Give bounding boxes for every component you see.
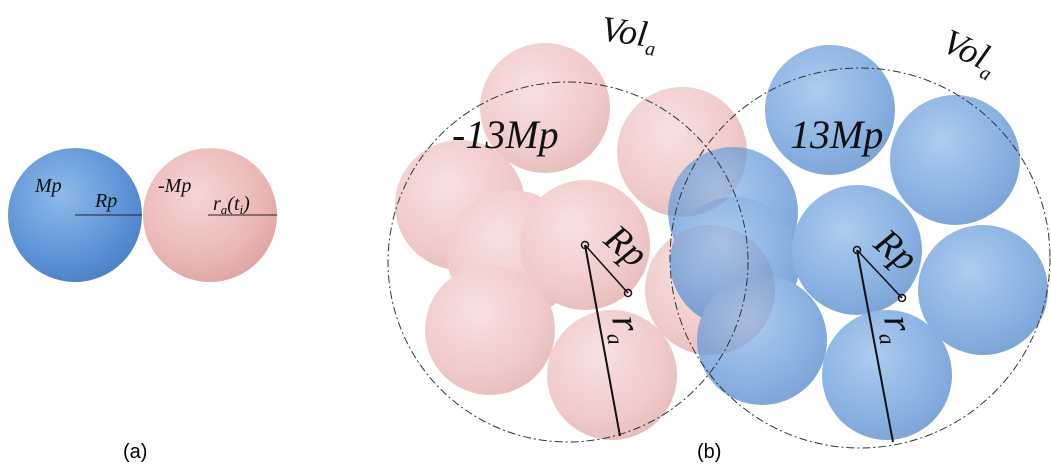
volume-boundary <box>387 81 749 443</box>
radius-line <box>856 249 903 299</box>
volume-label: Vola <box>598 8 660 60</box>
mass-label: -Mp <box>158 175 191 197</box>
mass-label: 13Mp <box>790 112 883 157</box>
end-dot <box>623 288 633 298</box>
close: ) <box>242 193 250 215</box>
caption: (b) <box>697 441 721 463</box>
radius-line <box>856 249 894 443</box>
sphere <box>425 265 555 395</box>
main: Vol <box>599 8 650 54</box>
main: r <box>213 193 221 215</box>
center-dot <box>852 245 862 255</box>
volume-label: Vola <box>935 21 1005 85</box>
sphere <box>765 45 895 175</box>
radius-line <box>584 244 629 294</box>
sphere <box>480 43 610 173</box>
radius-label: Rp <box>94 190 117 212</box>
sub: i <box>240 202 244 217</box>
radius-label: ra(ti) <box>213 193 250 217</box>
center-dot <box>580 240 590 250</box>
radius-line <box>584 244 621 437</box>
caption: (a) <box>123 441 147 463</box>
sub: a <box>602 331 629 346</box>
mass-label: Mp <box>34 175 62 197</box>
sphere <box>547 310 677 440</box>
sphere <box>697 275 827 405</box>
end-dot <box>897 293 907 303</box>
sphere <box>890 95 1020 225</box>
sub: a <box>221 202 228 217</box>
sub: a <box>644 37 657 60</box>
sub: a <box>874 331 901 346</box>
sphere <box>822 310 952 440</box>
volume-boundary <box>669 67 1051 449</box>
mass-label: -13Mp <box>452 112 559 157</box>
sphere <box>918 225 1048 355</box>
arg: (t <box>227 193 240 215</box>
